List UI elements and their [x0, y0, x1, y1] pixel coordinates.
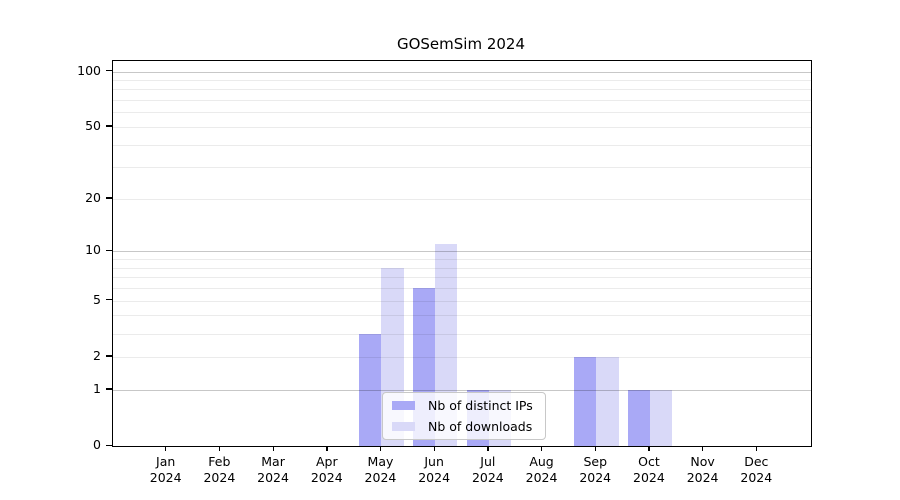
x-tick-month: Apr [315, 454, 338, 469]
x-tick-mark [541, 446, 543, 452]
minor-gridline [113, 300, 811, 302]
x-axis-tick-label: Oct 2024 [617, 454, 681, 485]
minor-gridline [113, 144, 811, 146]
y-axis-tick-label: 100 [77, 62, 101, 78]
x-tick-mark [433, 446, 435, 452]
y-tick-mark [106, 125, 112, 127]
x-tick-month: May [367, 454, 394, 469]
legend: Nb of distinct IPs Nb of downloads [382, 392, 546, 440]
bar-oct-downloads [649, 389, 673, 446]
minor-gridline [113, 100, 811, 102]
x-tick-month: Mar [261, 454, 285, 469]
x-tick-year: 2024 [686, 469, 719, 485]
bar-sep-downloads [596, 356, 619, 446]
x-tick-month: Sep [583, 454, 607, 469]
minor-gridline [113, 79, 811, 81]
x-tick-mark [272, 446, 274, 452]
x-axis-tick-label: May 2024 [348, 454, 412, 485]
legend-label: Nb of distinct IPs [428, 398, 533, 413]
minor-gridline [113, 356, 811, 358]
major-gridline [113, 71, 811, 73]
x-axis-tick-label: Sep 2024 [563, 454, 627, 485]
y-axis-tick-label: 20 [85, 189, 101, 205]
x-axis-tick-label: Aug 2024 [510, 454, 574, 485]
x-tick-mark [594, 446, 597, 452]
legend-swatch-distinct-ips [392, 400, 415, 411]
legend-item: Nb of distinct IPs [389, 397, 539, 414]
chart-title: GOSemSim 2024 [396, 35, 526, 53]
minor-gridline [113, 333, 811, 335]
minor-gridline [113, 277, 811, 279]
x-axis-tick-label: Jul 2024 [456, 454, 520, 485]
x-axis-tick-label: Jun 2024 [402, 454, 466, 485]
x-tick-month: Feb [208, 454, 231, 469]
x-axis-tick-label: Jan 2024 [134, 454, 198, 485]
minor-gridline [113, 315, 811, 317]
plot-area [112, 60, 812, 447]
y-axis-tick-label: 50 [85, 117, 101, 133]
x-tick-month: Jan [156, 454, 176, 469]
x-tick-mark [218, 446, 221, 452]
x-tick-month: Dec [744, 454, 769, 469]
x-axis-tick-label: Nov 2024 [671, 454, 735, 485]
x-axis-tick-label: Dec 2024 [724, 454, 788, 485]
y-tick-mark [106, 299, 112, 301]
minor-gridline [113, 126, 811, 128]
y-axis-tick-label: 0 [93, 437, 101, 452]
x-tick-year: 2024 [203, 469, 236, 485]
x-tick-mark [326, 446, 328, 452]
legend-label: Nb of downloads [428, 419, 533, 434]
bar-may-distinct-ips [359, 333, 382, 446]
major-gridline [113, 389, 811, 391]
minor-gridline [113, 167, 811, 169]
y-axis-tick-label: 5 [93, 291, 101, 307]
x-tick-year: 2024 [310, 469, 343, 485]
x-tick-year: 2024 [579, 469, 612, 485]
x-tick-mark [165, 446, 167, 452]
x-tick-month: Oct [638, 454, 660, 469]
x-axis-tick-label: Feb 2024 [187, 454, 251, 485]
y-tick-mark [106, 197, 112, 199]
x-tick-year: 2024 [418, 469, 451, 485]
legend-item: Nb of downloads [389, 418, 539, 435]
x-tick-year: 2024 [633, 469, 665, 485]
x-axis-tick-label: Apr 2024 [295, 454, 359, 485]
x-tick-month: Aug [529, 454, 554, 469]
y-axis-tick-label: 10 [85, 242, 101, 258]
y-tick-mark [106, 249, 112, 252]
x-axis-tick-label: Mar 2024 [241, 454, 305, 485]
bar-oct-distinct-ips [627, 389, 650, 446]
y-tick-mark [106, 444, 112, 446]
y-tick-mark [106, 355, 112, 357]
x-tick-month: Jul [480, 454, 496, 469]
y-tick-mark [106, 70, 112, 72]
x-tick-mark [379, 446, 382, 452]
x-tick-mark [755, 446, 758, 452]
minor-gridline [113, 259, 811, 261]
x-tick-year: 2024 [364, 469, 397, 485]
minor-gridline [113, 267, 811, 269]
bar-sep-distinct-ips [573, 356, 597, 446]
x-tick-year: 2024 [740, 469, 773, 485]
x-tick-mark [487, 446, 489, 452]
y-tick-mark [106, 388, 112, 390]
y-axis-tick-label: 2 [93, 347, 101, 363]
minor-gridline [113, 198, 811, 200]
x-tick-mark [648, 446, 650, 452]
x-tick-year: 2024 [471, 469, 504, 485]
minor-gridline [113, 112, 811, 114]
minor-gridline [113, 89, 811, 91]
x-tick-month: Nov [690, 454, 715, 469]
minor-gridline [113, 288, 811, 290]
y-axis-tick-label: 1 [93, 380, 101, 396]
legend-swatch-downloads [392, 421, 415, 432]
x-tick-year: 2024 [149, 469, 182, 485]
x-tick-year: 2024 [525, 469, 558, 485]
major-gridline [113, 251, 811, 253]
x-tick-mark [702, 446, 704, 452]
x-tick-month: Jun [424, 454, 444, 469]
x-tick-year: 2024 [257, 469, 289, 485]
